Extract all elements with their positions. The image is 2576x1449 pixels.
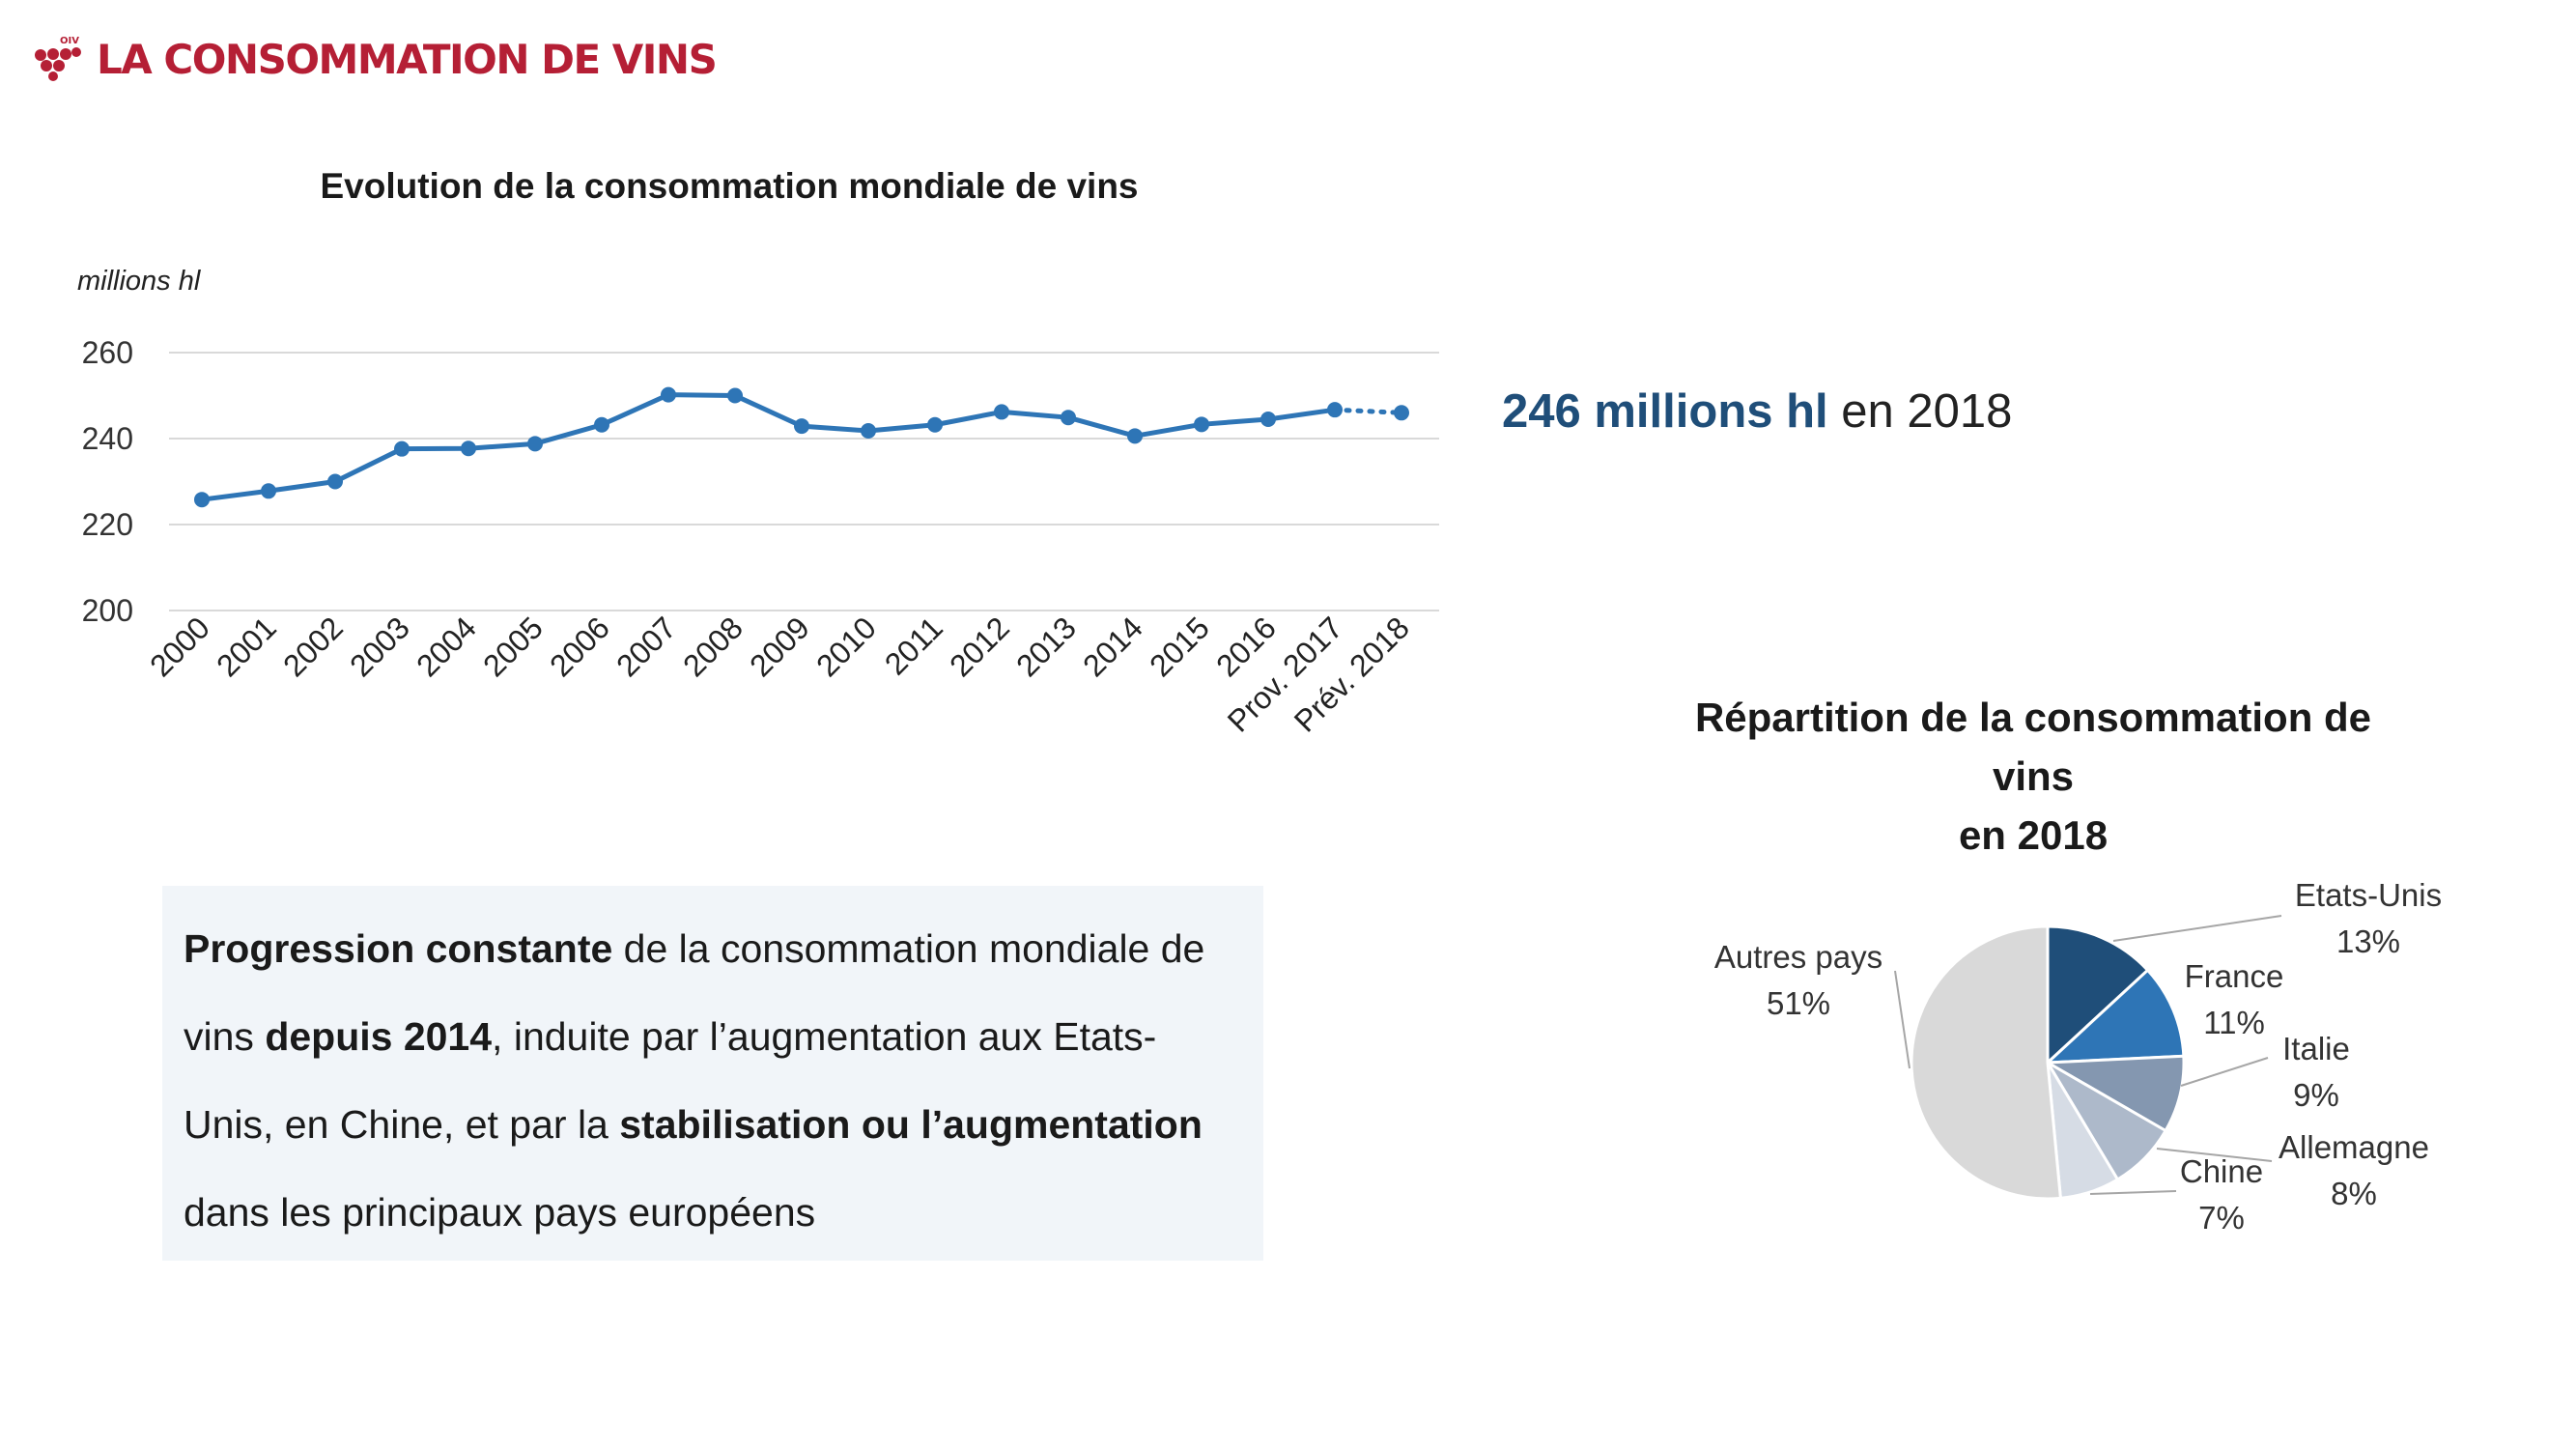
x-tick-label: 2000 <box>143 610 216 683</box>
data-point <box>794 418 809 435</box>
data-point <box>261 483 276 499</box>
data-point <box>1260 411 1276 427</box>
summary-text-2: de la consommation mondiale de vins <box>184 926 1205 1059</box>
pie-chart-title: Répartition de la consommation de vins e… <box>1632 688 2434 865</box>
summary-bold-3: depuis 2014 <box>265 1014 493 1059</box>
pie-slice <box>2043 1058 2168 1182</box>
data-point <box>1127 428 1143 444</box>
summary-bold-5: stabilisation ou l’augmentation <box>619 1102 1203 1147</box>
data-point <box>994 404 1009 420</box>
data-point <box>327 473 343 490</box>
x-tick-label: 2009 <box>743 610 816 683</box>
pie-title-line-1: Répartition de la consommation de <box>1694 695 2372 740</box>
leader-line <box>1894 970 1911 1069</box>
pie-slice <box>1910 924 2063 1201</box>
pie-slice <box>2043 968 2186 1065</box>
pie-percent-label: 8% <box>2331 1176 2377 1211</box>
summary-text-box: Progression constante de la consommation… <box>162 886 1263 1261</box>
data-point <box>527 436 543 452</box>
headline-rest: en 2018 <box>1827 385 2013 438</box>
leader-line <box>2156 1148 2273 1162</box>
x-tick-label: 2007 <box>609 610 683 683</box>
x-tick-label: 2010 <box>809 610 883 683</box>
svg-text:OIV: OIV <box>60 36 79 46</box>
y-tick-label: 200 <box>82 593 133 628</box>
leader-line <box>2089 1190 2177 1195</box>
summary-text-4: , induite par l’augmentation aux Etats-U… <box>184 1014 1157 1147</box>
pie-label: France <box>2185 958 2284 994</box>
leader-line <box>2180 1057 2269 1087</box>
data-point <box>1327 402 1343 418</box>
pie-label: Chine <box>2180 1153 2263 1189</box>
line-chart: 200 220 240 260 2000200120022003200420052006… <box>82 335 1439 739</box>
pie-slice <box>2046 924 2150 1066</box>
data-point <box>927 416 943 433</box>
data-point <box>194 492 210 508</box>
line-chart-title: Evolution de la consommation mondiale de… <box>320 166 1139 206</box>
pie-slice <box>2042 1054 2186 1133</box>
x-tick-label: 2013 <box>1009 610 1083 683</box>
y-tick-label: 240 <box>82 421 133 456</box>
pie-title-line-2: vins <box>1992 753 2075 799</box>
pie-percent-label: 13% <box>2336 923 2400 959</box>
pie-percent-label: 7% <box>2198 1200 2245 1236</box>
headline-stat: 246 millions hl en 2018 <box>1502 384 2012 439</box>
x-tick-label: 2015 <box>1143 610 1216 683</box>
grape-cluster-icon: OIV <box>35 36 81 81</box>
y-tick-label: 220 <box>82 507 133 542</box>
y-tick-label: 260 <box>82 335 133 370</box>
headline-emphasis: 246 millions hl <box>1502 385 1828 438</box>
x-tick-label: 2008 <box>676 610 750 683</box>
x-tick-label: 2004 <box>410 610 483 683</box>
x-tick-label: 2014 <box>1076 610 1149 683</box>
data-point <box>861 422 876 439</box>
leader-line <box>2112 915 2282 942</box>
data-point <box>727 387 743 404</box>
y-axis-unit-label: millions hl <box>77 266 201 297</box>
forecast-segment <box>1332 407 1404 415</box>
pie-slice <box>2046 1062 2120 1200</box>
data-point <box>394 440 410 457</box>
page-title: LA CONSOMMATION DE VINS <box>97 35 718 83</box>
pie-percent-label: 51% <box>1767 985 1830 1021</box>
pie-percent-label: 11% <box>2203 1005 2265 1040</box>
data-point <box>661 386 676 403</box>
pie-title-line-3: en 2018 <box>1958 812 2109 858</box>
x-tick-label: 2005 <box>476 610 550 683</box>
x-tick-label: 2002 <box>276 610 350 683</box>
slide-header: OIV LA CONSOMMATION DE VINS <box>33 25 718 93</box>
summary-bold-1: Progression constante <box>184 926 613 971</box>
pie-label: Allemagne <box>2279 1129 2429 1165</box>
x-tick-label: 2006 <box>543 610 616 683</box>
x-tick-label: 2012 <box>943 610 1016 683</box>
data-point <box>461 440 476 457</box>
data-point <box>1394 405 1409 421</box>
pie-label: Autres pays <box>1714 939 1882 975</box>
data-point <box>1194 416 1209 433</box>
x-tick-label: 2001 <box>210 610 283 683</box>
x-tick-label: 2011 <box>878 610 949 681</box>
pie-percent-label: 9% <box>2293 1077 2339 1113</box>
summary-text-6: dans les principaux pays européens <box>184 1190 816 1235</box>
data-point <box>1061 410 1076 426</box>
series-line <box>201 392 1336 502</box>
pie-label: Italie <box>2282 1031 2350 1066</box>
data-point <box>594 416 609 433</box>
x-tick-label: 2003 <box>343 610 416 683</box>
pie-label: Etats-Unis <box>2295 877 2442 913</box>
